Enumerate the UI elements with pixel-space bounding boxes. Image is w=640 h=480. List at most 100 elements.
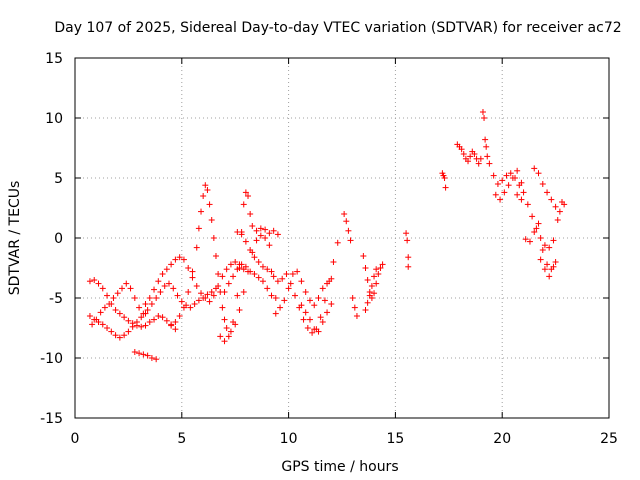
data-point — [371, 290, 378, 297]
data-point — [306, 316, 313, 323]
data-point — [223, 325, 230, 331]
data-point — [306, 297, 313, 304]
data-point — [266, 230, 273, 237]
data-point — [514, 167, 521, 174]
data-point — [556, 208, 563, 215]
data-point — [232, 259, 239, 265]
data-point — [193, 283, 200, 289]
data-point — [362, 265, 369, 271]
data-point — [465, 158, 472, 165]
data-point — [99, 285, 106, 292]
data-point — [144, 352, 151, 359]
data-point — [531, 165, 538, 172]
data-point — [546, 244, 553, 251]
data-point — [206, 201, 213, 208]
data-point — [351, 304, 358, 311]
data-point — [180, 256, 187, 263]
data-point — [189, 274, 196, 281]
data-point — [170, 285, 177, 292]
data-point — [404, 237, 411, 244]
data-point — [268, 268, 275, 275]
data-point — [311, 326, 318, 333]
data-point — [315, 295, 322, 301]
y-tick-label: -15 — [40, 411, 63, 427]
data-point — [298, 278, 305, 285]
data-point — [272, 310, 279, 317]
data-point — [520, 189, 527, 196]
data-point — [334, 239, 341, 246]
data-point — [328, 275, 335, 282]
data-point — [362, 307, 369, 313]
data-point — [249, 223, 256, 229]
data-point — [483, 143, 490, 150]
data-point — [304, 325, 311, 331]
data-point — [341, 211, 348, 217]
y-tick-label: 15 — [45, 51, 63, 67]
data-point — [155, 313, 162, 319]
data-point — [494, 181, 501, 187]
data-point — [225, 280, 232, 287]
data-point — [524, 201, 531, 208]
data-point — [379, 261, 386, 268]
data-point — [140, 351, 147, 358]
y-tick-label: -5 — [49, 291, 63, 307]
data-point — [518, 179, 525, 186]
data-point — [204, 291, 211, 298]
data-point — [234, 229, 241, 235]
data-point — [360, 253, 367, 259]
data-point — [405, 263, 412, 270]
data-point — [294, 268, 301, 275]
x-axis-label: GPS time / hours — [281, 459, 398, 475]
data-point — [208, 289, 215, 295]
y-tick-label: 0 — [54, 231, 63, 247]
data-point — [548, 196, 555, 203]
data-point — [311, 302, 318, 309]
data-point — [221, 316, 228, 323]
data-point — [550, 263, 557, 270]
data-point — [198, 290, 205, 297]
data-point — [262, 226, 269, 233]
data-point — [403, 230, 410, 237]
data-point — [112, 332, 119, 339]
data-point — [165, 280, 172, 287]
data-point — [180, 304, 187, 311]
data-point — [174, 292, 181, 299]
data-point — [123, 280, 130, 287]
data-point — [373, 280, 380, 287]
data-point — [172, 326, 179, 333]
data-point — [300, 316, 307, 323]
data-point — [302, 309, 309, 316]
axis-ticks: 0 5 10 15 20 25 -15 -10 -5 0 5 10 15 — [40, 51, 618, 447]
data-point — [240, 289, 247, 295]
data-point — [546, 273, 553, 280]
data-point — [319, 285, 326, 292]
data-point — [146, 319, 153, 325]
data-point — [255, 259, 262, 265]
data-point — [262, 235, 269, 241]
data-point — [281, 297, 288, 304]
data-point — [535, 220, 542, 227]
data-point — [221, 338, 228, 345]
data-point — [97, 309, 104, 316]
data-point — [514, 191, 521, 198]
data-point — [272, 295, 279, 301]
data-point — [537, 235, 544, 241]
data-point — [541, 266, 548, 273]
data-point — [292, 292, 299, 299]
y-axis-label: SDTVAR / TECUs — [7, 181, 23, 296]
data-point — [172, 256, 179, 263]
data-point — [490, 172, 497, 179]
data-point — [176, 313, 183, 319]
data-point — [219, 304, 226, 311]
data-point — [274, 278, 281, 285]
data-point — [353, 313, 360, 319]
data-point — [86, 278, 93, 285]
data-point — [507, 170, 514, 177]
data-point — [253, 237, 260, 244]
data-point — [110, 295, 117, 301]
data-point — [101, 304, 108, 311]
x-tick-label: 5 — [177, 431, 186, 447]
data-point — [475, 160, 482, 167]
data-point — [185, 265, 192, 271]
